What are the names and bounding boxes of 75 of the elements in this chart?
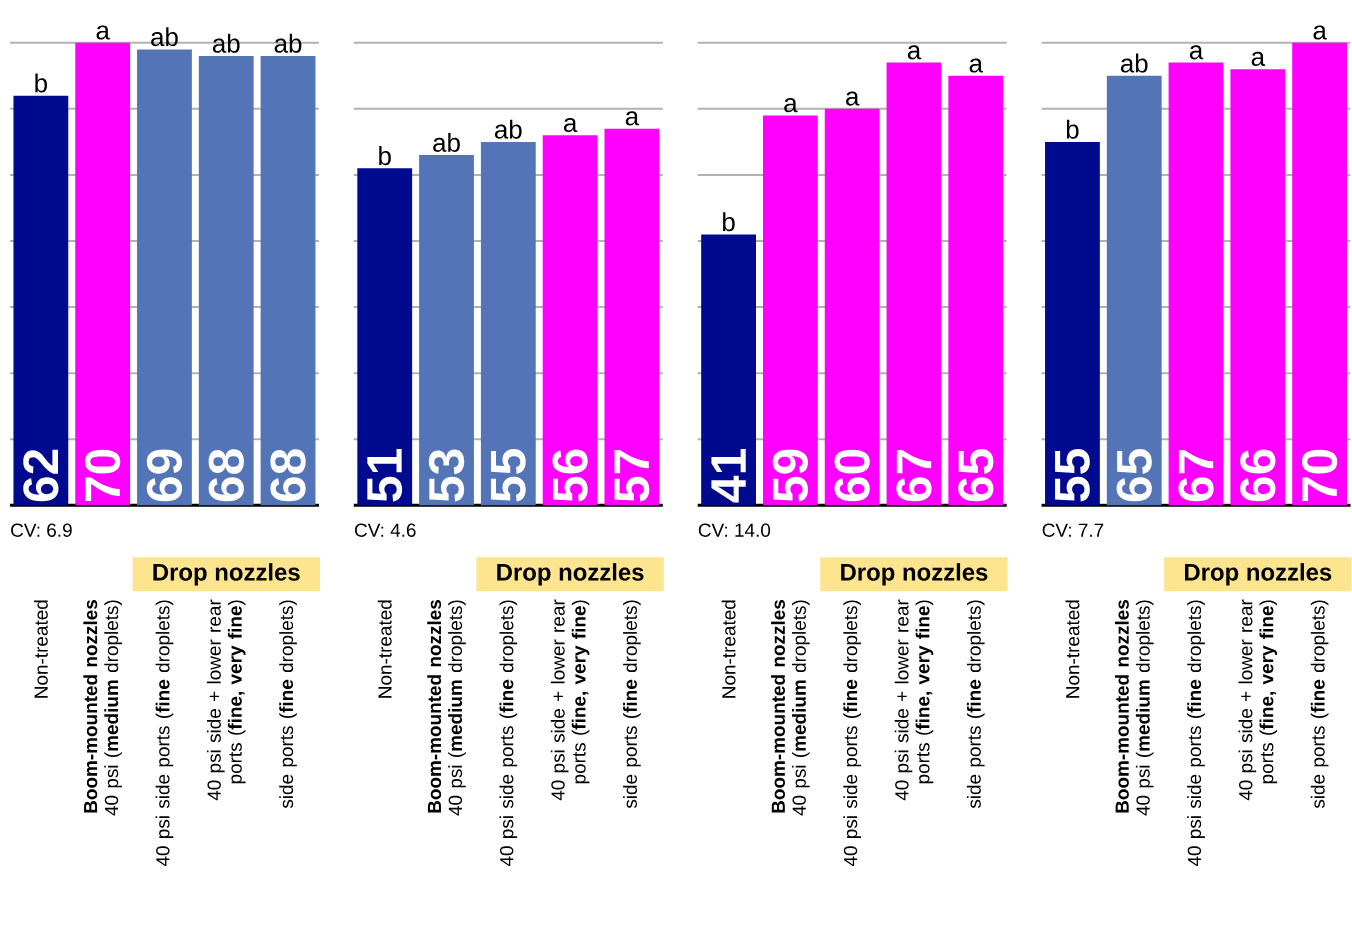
- text: Drop nozzles: [841, 563, 988, 586]
- data-label: 67: [896, 449, 932, 502]
- bar: [1292, 42, 1348, 506]
- x-tick-label: 40 psi side ports (fine droplets): [155, 600, 174, 867]
- bar: [886, 62, 942, 506]
- data-label: 70: [85, 449, 121, 502]
- data-label: 70: [1301, 449, 1338, 502]
- annotation: b: [1066, 119, 1079, 139]
- text: CV: 14.0: [698, 523, 771, 537]
- bar: [824, 108, 880, 506]
- data-label: 55: [490, 449, 526, 502]
- data-label: 60: [834, 449, 870, 502]
- x-tick-label: Non-treated: [377, 600, 392, 698]
- x-tick-label: 40 psi side ports (fine droplets): [843, 600, 861, 867]
- data-label: 68: [208, 449, 244, 502]
- x-tick-label: Non-treated: [1065, 600, 1080, 698]
- text: Drop nozzles: [497, 563, 644, 586]
- data-label: 41: [711, 449, 746, 503]
- x-tick-label: side ports (fine droplets): [966, 600, 985, 809]
- annotation: a: [907, 45, 922, 60]
- annotation: b: [35, 73, 47, 93]
- annotation: ab: [433, 132, 460, 152]
- bar: [948, 75, 1004, 506]
- annotation: a: [1251, 51, 1266, 67]
- bar: [75, 42, 131, 506]
- bar: [260, 56, 316, 506]
- data-label: 53: [428, 449, 465, 502]
- data-label: 55: [1055, 449, 1090, 502]
- bar: [137, 49, 192, 506]
- bar: [1230, 69, 1286, 506]
- x-tick-label: side ports (fine droplets): [623, 600, 641, 809]
- x-tick-label: side ports (fine droplets): [1310, 600, 1329, 809]
- x-tick-label: side ports (fine droplets): [279, 600, 297, 809]
- data-label: 65: [1116, 449, 1152, 502]
- data-label: 67: [1178, 449, 1214, 502]
- text: CV: 6.9: [11, 523, 72, 537]
- text: CV: 7.7: [1042, 523, 1104, 537]
- data-label: 51: [367, 449, 403, 502]
- annotation: a: [1189, 45, 1204, 60]
- text: CV: 4.6: [354, 523, 416, 537]
- bar: [1045, 141, 1100, 506]
- annotation: ab: [151, 27, 178, 47]
- bar: [701, 234, 756, 506]
- annotation: ab: [212, 33, 240, 53]
- annotation: a: [564, 117, 578, 133]
- annotation: a: [784, 98, 798, 113]
- x-tick-label: Non-treated: [33, 600, 48, 698]
- data-label: 59: [772, 449, 809, 502]
- data-label: 57: [614, 449, 650, 502]
- annotation: a: [969, 58, 983, 73]
- annotation: ab: [1120, 53, 1148, 73]
- data-label: 56: [552, 449, 588, 502]
- text: Drop nozzles: [1185, 563, 1332, 586]
- annotation: b: [723, 212, 735, 232]
- data-label: 66: [1240, 449, 1276, 502]
- annotation: a: [846, 91, 860, 106]
- x-tick-label: Non-treated: [721, 600, 736, 698]
- data-label: 69: [146, 449, 183, 502]
- x-tick-label: 40 psi side ports (fine droplets): [1187, 600, 1205, 867]
- annotation: ab: [495, 119, 522, 139]
- bar: [198, 56, 254, 506]
- annotation: a: [625, 111, 640, 126]
- data-label: 62: [23, 449, 59, 502]
- annotation: b: [379, 146, 391, 166]
- bar: [762, 115, 818, 506]
- x-tick-label: 40 psi side ports (fine droplets): [499, 600, 518, 867]
- bar: [13, 95, 69, 506]
- bar: [1168, 62, 1224, 506]
- annotation: a: [96, 25, 110, 40]
- annotation: ab: [274, 33, 302, 53]
- bar: [1106, 75, 1162, 506]
- annotation: a: [1313, 25, 1327, 40]
- data-label: 65: [958, 449, 994, 502]
- data-label: 68: [270, 449, 306, 502]
- text: Drop nozzles: [153, 563, 300, 586]
